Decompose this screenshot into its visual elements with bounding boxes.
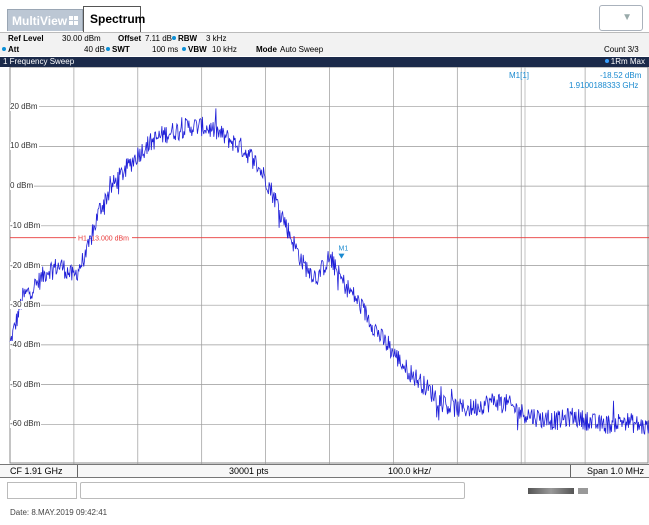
divider [570, 465, 571, 477]
marker-group: M1 [338, 246, 349, 259]
marker-level: -18.52 dBm [600, 71, 642, 80]
y-axis-label: -60 dBm [10, 419, 42, 429]
swt-value: 100 ms [152, 45, 179, 54]
threshold-label: H1 -13.000 dBm [78, 236, 129, 243]
tab-multiview[interactable]: MultiView [7, 9, 83, 31]
tab-spectrum[interactable]: Spectrum [83, 6, 145, 32]
y-axis-label: -50 dBm [10, 379, 42, 389]
indicator-dot-icon [106, 47, 110, 51]
footer-bar: CF 1.91 GHz 30001 pts 100.0 kHz/ Span 1.… [0, 464, 649, 478]
vbw-value: 10 kHz [212, 45, 237, 54]
sweep-title: 1 Frequency Sweep [3, 57, 75, 66]
divider [77, 465, 78, 477]
y-axis-label: -40 dBm [10, 339, 42, 349]
threshold-label-bg [76, 233, 132, 242]
y-axis-label: 10 dBm [10, 141, 39, 151]
trace-1 [9, 108, 649, 435]
swt-label: SWT [112, 45, 130, 54]
att-value: 40 dB [84, 45, 105, 54]
y-axis-label: -30 dBm [10, 300, 42, 310]
tab-spectrum-label: Spectrum [90, 12, 146, 26]
grid-lines [9, 67, 649, 464]
ref-level-value: 30.00 dBm [62, 34, 101, 43]
per-division: 100.0 kHz/ [388, 466, 432, 476]
indicator-dot-icon [2, 47, 6, 51]
threshold-line: H1 -13.000 dBm [10, 233, 649, 243]
sweep-points: 30001 pts [229, 466, 269, 476]
grid-icon [69, 16, 78, 25]
sweep-title-bar: 1 Frequency Sweep 1Rm Max [0, 57, 649, 67]
vbw-label: VBW [188, 45, 207, 54]
status-indicator [578, 488, 588, 494]
spectrum-graph[interactable]: H1 -13.000 dBm M1 20 dBm 10 dBm 0 dBm -10 d… [0, 67, 649, 464]
ref-level-label: Ref Level [8, 34, 44, 43]
plot-frame [9, 67, 649, 464]
center-frequency: CF 1.91 GHz [10, 466, 63, 476]
y-axis-label: -10 dBm [10, 220, 42, 230]
status-field-left [7, 482, 77, 499]
spectrum-plot[interactable]: H1 -13.000 dBm M1 [0, 67, 649, 464]
marker-frequency: 1.9100188333 GHz [569, 81, 639, 90]
mode-label: Mode [256, 45, 277, 54]
progress-indicator [528, 488, 574, 494]
settings-header: Ref Level 30.00 dBm Offset 7.11 dB RBW 3… [0, 32, 649, 56]
status-field-message [80, 482, 465, 499]
att-label: Att [8, 45, 20, 54]
marker-id: M1[1] [509, 71, 530, 80]
y-axis-label: 20 dBm [10, 101, 39, 111]
marker-plot-label: M1 [339, 246, 349, 253]
trace-line [9, 108, 649, 435]
marker-triangle-icon [338, 253, 345, 259]
indicator-dot-icon [182, 47, 186, 51]
date-stamp: Date: 8.MAY.2019 09:42:41 [10, 508, 108, 517]
tab-multiview-label: MultiView [12, 14, 68, 28]
rbw-value: 3 kHz [206, 34, 227, 43]
offset-label: Offset [118, 34, 142, 43]
view-dropdown[interactable]: ▼ [599, 5, 643, 31]
count-value: Count 3/3 [604, 45, 639, 54]
trace-label: 1Rm Max [610, 57, 645, 66]
trace-dot-icon [604, 59, 609, 63]
offset-value: 7.11 dB [145, 34, 172, 43]
tab-bar: MultiView Spectrum ▼ [0, 0, 649, 32]
rbw-label: RBW [178, 34, 198, 43]
y-axis-label: 0 dBm [10, 181, 35, 191]
status-bar [0, 480, 649, 499]
span: Span 1.0 MHz [587, 466, 645, 476]
indicator-dot-icon [172, 36, 176, 40]
mode-value: Auto Sweep [280, 45, 324, 54]
y-axis-label: -20 dBm [10, 260, 42, 270]
chevron-down-icon: ▼ [622, 12, 632, 23]
